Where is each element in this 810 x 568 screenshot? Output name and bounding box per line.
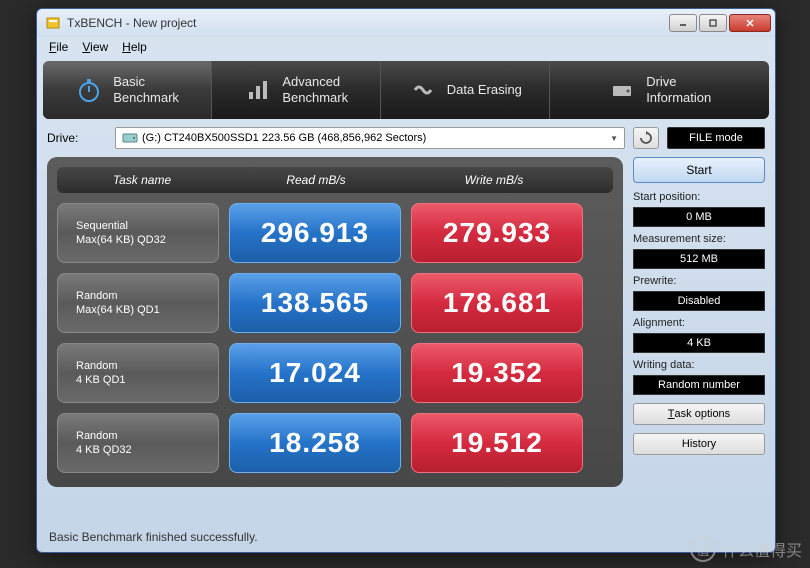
erase-icon [409, 76, 437, 104]
drive-select[interactable]: (G:) CT240BX500SSD1 223.56 GB (468,856,9… [115, 127, 625, 149]
tab-advanced-benchmark[interactable]: AdvancedBenchmark [212, 61, 381, 119]
drive-label: Drive: [47, 131, 107, 145]
minimize-button[interactable] [669, 14, 697, 32]
drive-selected-text: (G:) CT240BX500SSD1 223.56 GB (468,856,9… [142, 132, 426, 144]
tab-data-erasing[interactable]: Data Erasing [381, 61, 550, 119]
header-task: Task name [57, 173, 227, 187]
tab-label: BasicBenchmark [113, 74, 179, 105]
startpos-label: Start position: [633, 191, 765, 203]
results-panel: Task name Read mB/s Write mB/s Sequentia… [47, 157, 623, 487]
meassize-value: 512 MB [633, 249, 765, 269]
write-value: 279.933 [411, 203, 583, 263]
history-button[interactable]: History [633, 433, 765, 455]
watermark: 值 什么值得买 [690, 536, 802, 562]
drive-icon [608, 76, 636, 104]
alignment-value: 4 KB [633, 333, 765, 353]
task-line1: Random [76, 429, 218, 443]
result-row: Random4 KB QD117.02419.352 [57, 343, 613, 403]
task-line2: Max(64 KB) QD1 [76, 303, 218, 317]
header-write: Write mB/s [405, 173, 583, 187]
watermark-text: 什么值得买 [722, 537, 802, 561]
read-value: 18.258 [229, 413, 401, 473]
task-line2: 4 KB QD32 [76, 443, 218, 457]
task-line2: Max(64 KB) QD32 [76, 233, 218, 247]
task-line1: Sequential [76, 219, 218, 233]
result-row: SequentialMax(64 KB) QD32296.913279.933 [57, 203, 613, 263]
window-title: TxBENCH - New project [67, 16, 669, 30]
tabbar: BasicBenchmark AdvancedBenchmark Data Er… [43, 61, 769, 119]
filemode-button[interactable]: FILE mode [667, 127, 765, 149]
task-box: SequentialMax(64 KB) QD32 [57, 203, 219, 263]
writingdata-value: Random number [633, 375, 765, 395]
statusbar: Basic Benchmark finished successfully. [45, 526, 767, 548]
writingdata-label: Writing data: [633, 359, 765, 371]
prewrite-label: Prewrite: [633, 275, 765, 287]
refresh-icon [638, 130, 654, 146]
tab-basic-benchmark[interactable]: BasicBenchmark [43, 61, 212, 119]
maximize-button[interactable] [699, 14, 727, 32]
alignment-label: Alignment: [633, 317, 765, 329]
task-line1: Random [76, 289, 218, 303]
barchart-icon [244, 76, 272, 104]
read-value: 17.024 [229, 343, 401, 403]
menu-file[interactable]: File [43, 40, 74, 54]
tab-drive-information[interactable]: DriveInformation [550, 61, 769, 119]
tab-label: DriveInformation [646, 74, 711, 105]
results-header: Task name Read mB/s Write mB/s [57, 167, 613, 193]
task-line2: 4 KB QD1 [76, 373, 218, 387]
app-icon [45, 15, 61, 31]
start-button[interactable]: Start [633, 157, 765, 183]
stopwatch-icon [75, 76, 103, 104]
meassize-label: Measurement size: [633, 233, 765, 245]
menu-help[interactable]: Help [116, 40, 153, 54]
task-box: RandomMax(64 KB) QD1 [57, 273, 219, 333]
app-window: TxBENCH - New project File View Help Bas… [36, 8, 776, 553]
task-box: Random4 KB QD1 [57, 343, 219, 403]
content: Task name Read mB/s Write mB/s Sequentia… [37, 157, 775, 487]
menu-view[interactable]: View [76, 40, 114, 54]
read-value: 138.565 [229, 273, 401, 333]
write-value: 19.352 [411, 343, 583, 403]
task-options-button[interactable]: Task options [633, 403, 765, 425]
tab-label: AdvancedBenchmark [282, 74, 348, 105]
refresh-button[interactable] [633, 127, 659, 149]
disk-icon [122, 131, 138, 145]
read-value: 296.913 [229, 203, 401, 263]
header-read: Read mB/s [227, 173, 405, 187]
prewrite-value: Disabled [633, 291, 765, 311]
watermark-icon: 值 [690, 536, 716, 562]
startpos-value: 0 MB [633, 207, 765, 227]
drive-row: Drive: (G:) CT240BX500SSD1 223.56 GB (46… [37, 119, 775, 157]
write-value: 178.681 [411, 273, 583, 333]
titlebar: TxBENCH - New project [37, 9, 775, 37]
result-row: RandomMax(64 KB) QD1138.565178.681 [57, 273, 613, 333]
side-panel: Start Start position: 0 MB Measurement s… [633, 157, 765, 487]
task-box: Random4 KB QD32 [57, 413, 219, 473]
window-controls [669, 14, 771, 32]
close-button[interactable] [729, 14, 771, 32]
result-row: Random4 KB QD3218.25819.512 [57, 413, 613, 473]
tab-label: Data Erasing [447, 82, 522, 98]
menubar: File View Help [37, 37, 775, 57]
write-value: 19.512 [411, 413, 583, 473]
task-line1: Random [76, 359, 218, 373]
